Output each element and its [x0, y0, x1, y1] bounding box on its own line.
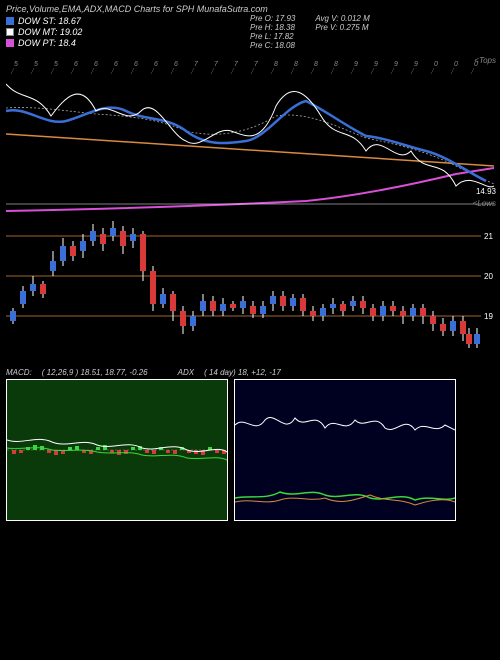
legend-pt-label: DOW PT: 18.4	[18, 38, 76, 48]
svg-text:9: 9	[374, 61, 378, 68]
swatch-mt	[6, 28, 14, 36]
svg-text:9: 9	[354, 61, 358, 68]
indicator-labels: MACD: ( 12,26,9 ) 18.51, 18.77, -0.26 AD…	[0, 366, 500, 379]
svg-text:20: 20	[484, 272, 493, 281]
tops-label: <Tops	[474, 56, 496, 65]
adx-label: ADX	[178, 368, 194, 377]
legend-mt: DOW MT: 19.02	[6, 27, 82, 37]
svg-text:6: 6	[174, 61, 178, 68]
svg-text:8: 8	[294, 61, 298, 68]
svg-text:7: 7	[254, 61, 259, 68]
upper-line-chart: 555666666777788889999000 <Tops <Lows 14.…	[0, 56, 500, 216]
svg-text:6: 6	[94, 61, 98, 68]
indicator-row	[0, 379, 500, 521]
svg-text:5: 5	[34, 61, 38, 68]
svg-text:6: 6	[74, 61, 78, 68]
macd-box	[6, 379, 228, 521]
svg-text:0: 0	[454, 61, 458, 68]
swatch-pt	[6, 39, 14, 47]
svg-text:21: 21	[484, 232, 493, 241]
macd-params: ( 12,26,9 ) 18.51, 18.77, -0.26	[42, 368, 148, 377]
chart-header: Price,Volume,EMA,ADX,MACD Charts for SPH…	[0, 0, 500, 52]
ohlc-info: Pre O: 17.93 Pre H: 18.38 Pre L: 17.82 P…	[250, 14, 370, 50]
legend-st-label: DOW ST: 18.67	[18, 16, 81, 26]
svg-text:5: 5	[14, 61, 18, 68]
info-o: Pre O: 17.93	[250, 14, 295, 23]
macd-label: MACD:	[6, 368, 32, 377]
legend-st: DOW ST: 18.67	[6, 16, 82, 26]
adx-box	[234, 379, 456, 521]
adx-params: ( 14 day) 18, +12, -17	[204, 368, 281, 377]
info-avgv: Avg V: 0.012 M	[315, 14, 369, 23]
swatch-st	[6, 17, 14, 25]
svg-text:6: 6	[114, 61, 118, 68]
info-prev: Pre V: 0.275 M	[315, 23, 369, 32]
chart-title: Price,Volume,EMA,ADX,MACD Charts for SPH…	[6, 4, 494, 14]
svg-text:9: 9	[394, 61, 398, 68]
svg-text:7: 7	[194, 61, 199, 68]
svg-text:5: 5	[54, 61, 58, 68]
candlestick-chart: 21 20 19	[0, 216, 500, 366]
info-h: Pre H: 18.38	[250, 23, 295, 32]
legend-mt-label: DOW MT: 19.02	[18, 27, 82, 37]
svg-text:6: 6	[134, 61, 138, 68]
svg-text:8: 8	[274, 61, 278, 68]
legend-pt: DOW PT: 18.4	[6, 38, 82, 48]
lows-label: <Lows	[473, 199, 496, 208]
low-value: 14.93	[476, 187, 496, 196]
svg-text:9: 9	[414, 61, 418, 68]
info-l: Pre L: 17.82	[250, 32, 295, 41]
svg-text:19: 19	[484, 312, 493, 321]
legend-block: DOW ST: 18.67 DOW MT: 19.02 DOW PT: 18.4	[6, 16, 82, 48]
svg-text:8: 8	[314, 61, 318, 68]
svg-text:7: 7	[234, 61, 239, 68]
svg-text:6: 6	[154, 61, 158, 68]
info-c: Pre C: 18.08	[250, 41, 295, 50]
svg-text:0: 0	[434, 61, 438, 68]
svg-text:8: 8	[334, 61, 338, 68]
svg-text:7: 7	[214, 61, 219, 68]
